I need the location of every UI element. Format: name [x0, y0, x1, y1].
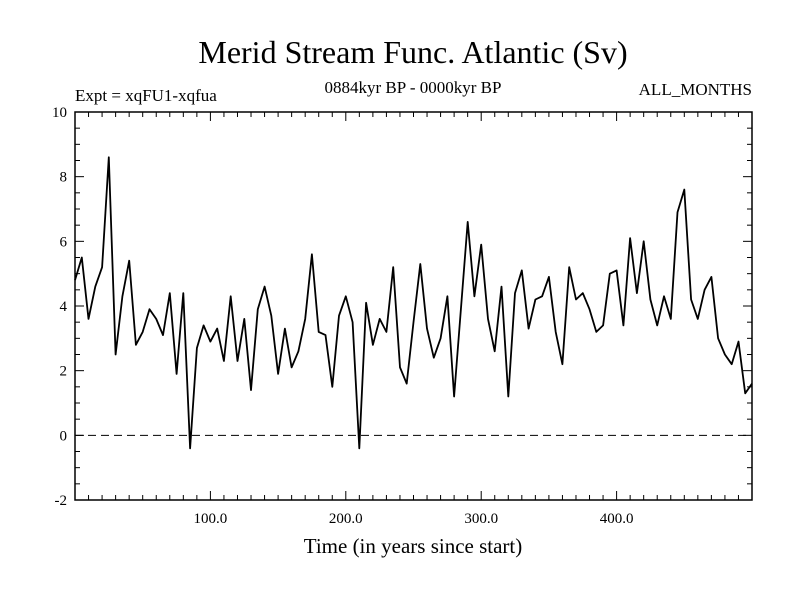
y-tick-label: 10 [52, 105, 67, 121]
y-tick-label: 0 [60, 428, 68, 444]
time-range-label: 0884kyr BP - 0000kyr BP [325, 78, 502, 97]
y-tick-label: 2 [60, 364, 68, 380]
y-axis-ticks: -2 0 2 4 6 8 10 [52, 105, 752, 509]
x-axis-label: Time (in years since start) [304, 534, 523, 558]
experiment-label: Expt = xqFU1-xqfua [75, 86, 217, 105]
y-tick-label: -2 [55, 493, 68, 509]
y-tick-label: 4 [60, 299, 68, 315]
x-tick-label: 100.0 [194, 511, 228, 527]
x-tick-label: 200.0 [329, 511, 363, 527]
chart-title: Merid Stream Func. Atlantic (Sv) [198, 34, 627, 70]
x-tick-label: 300.0 [464, 511, 498, 527]
y-tick-label: 6 [60, 234, 68, 250]
y-tick-label: 8 [60, 170, 68, 186]
months-label: ALL_MONTHS [639, 80, 752, 99]
plot-frame [74, 111, 753, 501]
x-tick-label: 400.0 [600, 511, 634, 527]
series-layer [74, 156, 753, 450]
x-axis-ticks: 100.0 200.0 300.0 400.0 [88, 112, 739, 527]
series-line [74, 156, 753, 450]
